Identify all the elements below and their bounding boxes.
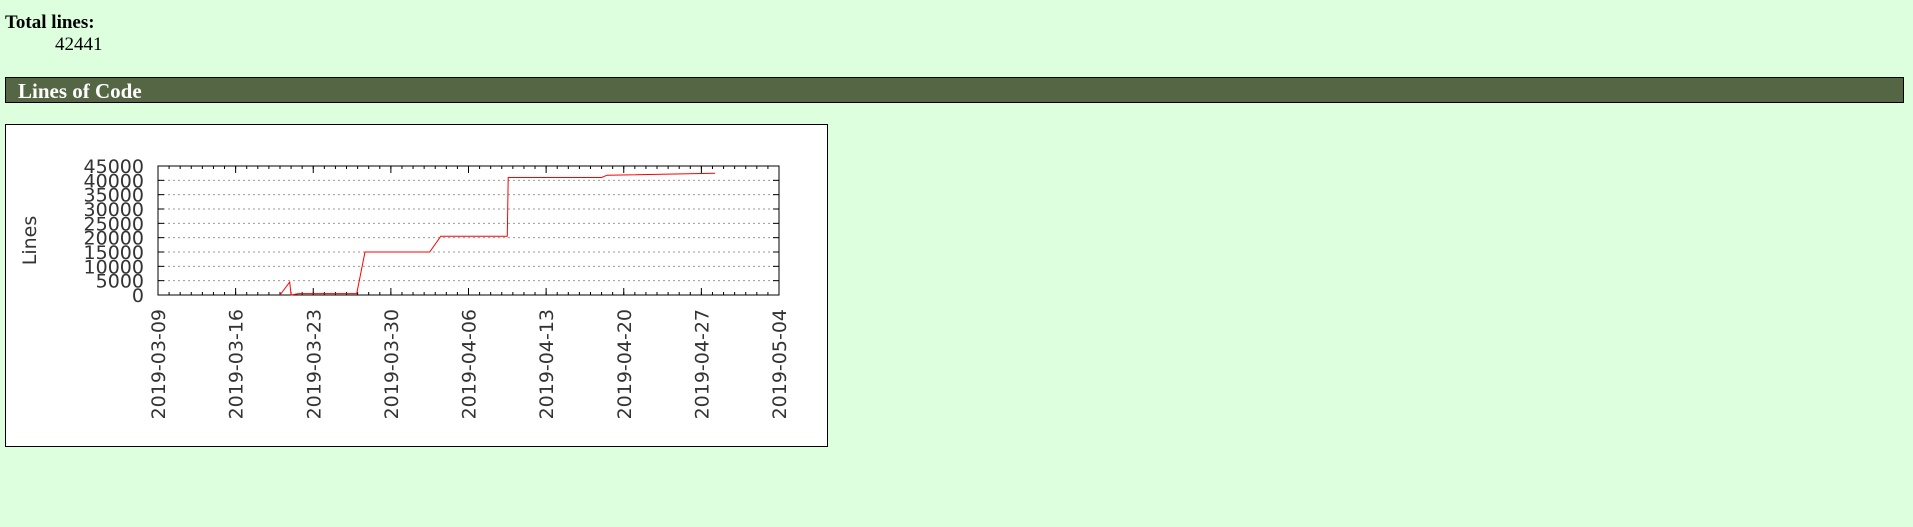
axis-ticks bbox=[157, 165, 780, 296]
x-tick-label: 2019-03-30 bbox=[381, 309, 403, 419]
x-tick-label: 2019-04-13 bbox=[536, 309, 558, 419]
series-line-lines bbox=[279, 172, 716, 296]
chart-container: 0 5000 10000 15000 20000 25000 30000 35000 40000… bbox=[5, 124, 828, 447]
plot-frame bbox=[157, 165, 780, 296]
y-tick-label: 20000 bbox=[84, 228, 144, 250]
y-tick-label: 5000 bbox=[96, 271, 144, 293]
grid-lines bbox=[158, 179, 779, 282]
total-lines-value: 42441 bbox=[55, 34, 103, 55]
y-tick-label: 10000 bbox=[84, 256, 144, 278]
x-tick-label: 2019-03-16 bbox=[226, 309, 248, 419]
x-tick-label: 2019-04-27 bbox=[691, 309, 713, 419]
x-tick-label: 2019-03-09 bbox=[148, 309, 170, 419]
y-tick-label: 25000 bbox=[84, 213, 144, 235]
y-tick-label: 35000 bbox=[84, 185, 144, 207]
y-axis-label: Lines bbox=[19, 216, 41, 266]
x-tick-label: 2019-05-04 bbox=[769, 309, 791, 419]
y-tick-label: 30000 bbox=[84, 199, 144, 221]
y-tick-label: 0 bbox=[132, 285, 144, 307]
lines-of-code-chart: 0500010000150002000025000300003500040000… bbox=[19, 156, 791, 419]
x-tick-label: 2019-04-20 bbox=[614, 309, 636, 419]
x-tick-labels: 2019-03-09 2019-03-16 2019-03-23 2019-03-30… bbox=[148, 309, 791, 419]
y-tick-labels: 0500010000150002000025000300003500040000… bbox=[84, 156, 144, 307]
x-tick-label: 2019-03-23 bbox=[303, 309, 325, 419]
x-tick-label: 2019-04-06 bbox=[459, 309, 481, 419]
y-tick-label: 45000 bbox=[84, 156, 144, 178]
section-header: Lines of Code bbox=[5, 77, 1904, 103]
y-tick-label: 15000 bbox=[84, 242, 144, 264]
total-lines-label: Total lines: bbox=[5, 12, 95, 33]
summary: Total lines: 42441 bbox=[5, 12, 103, 56]
y-tick-label: 40000 bbox=[84, 170, 144, 192]
